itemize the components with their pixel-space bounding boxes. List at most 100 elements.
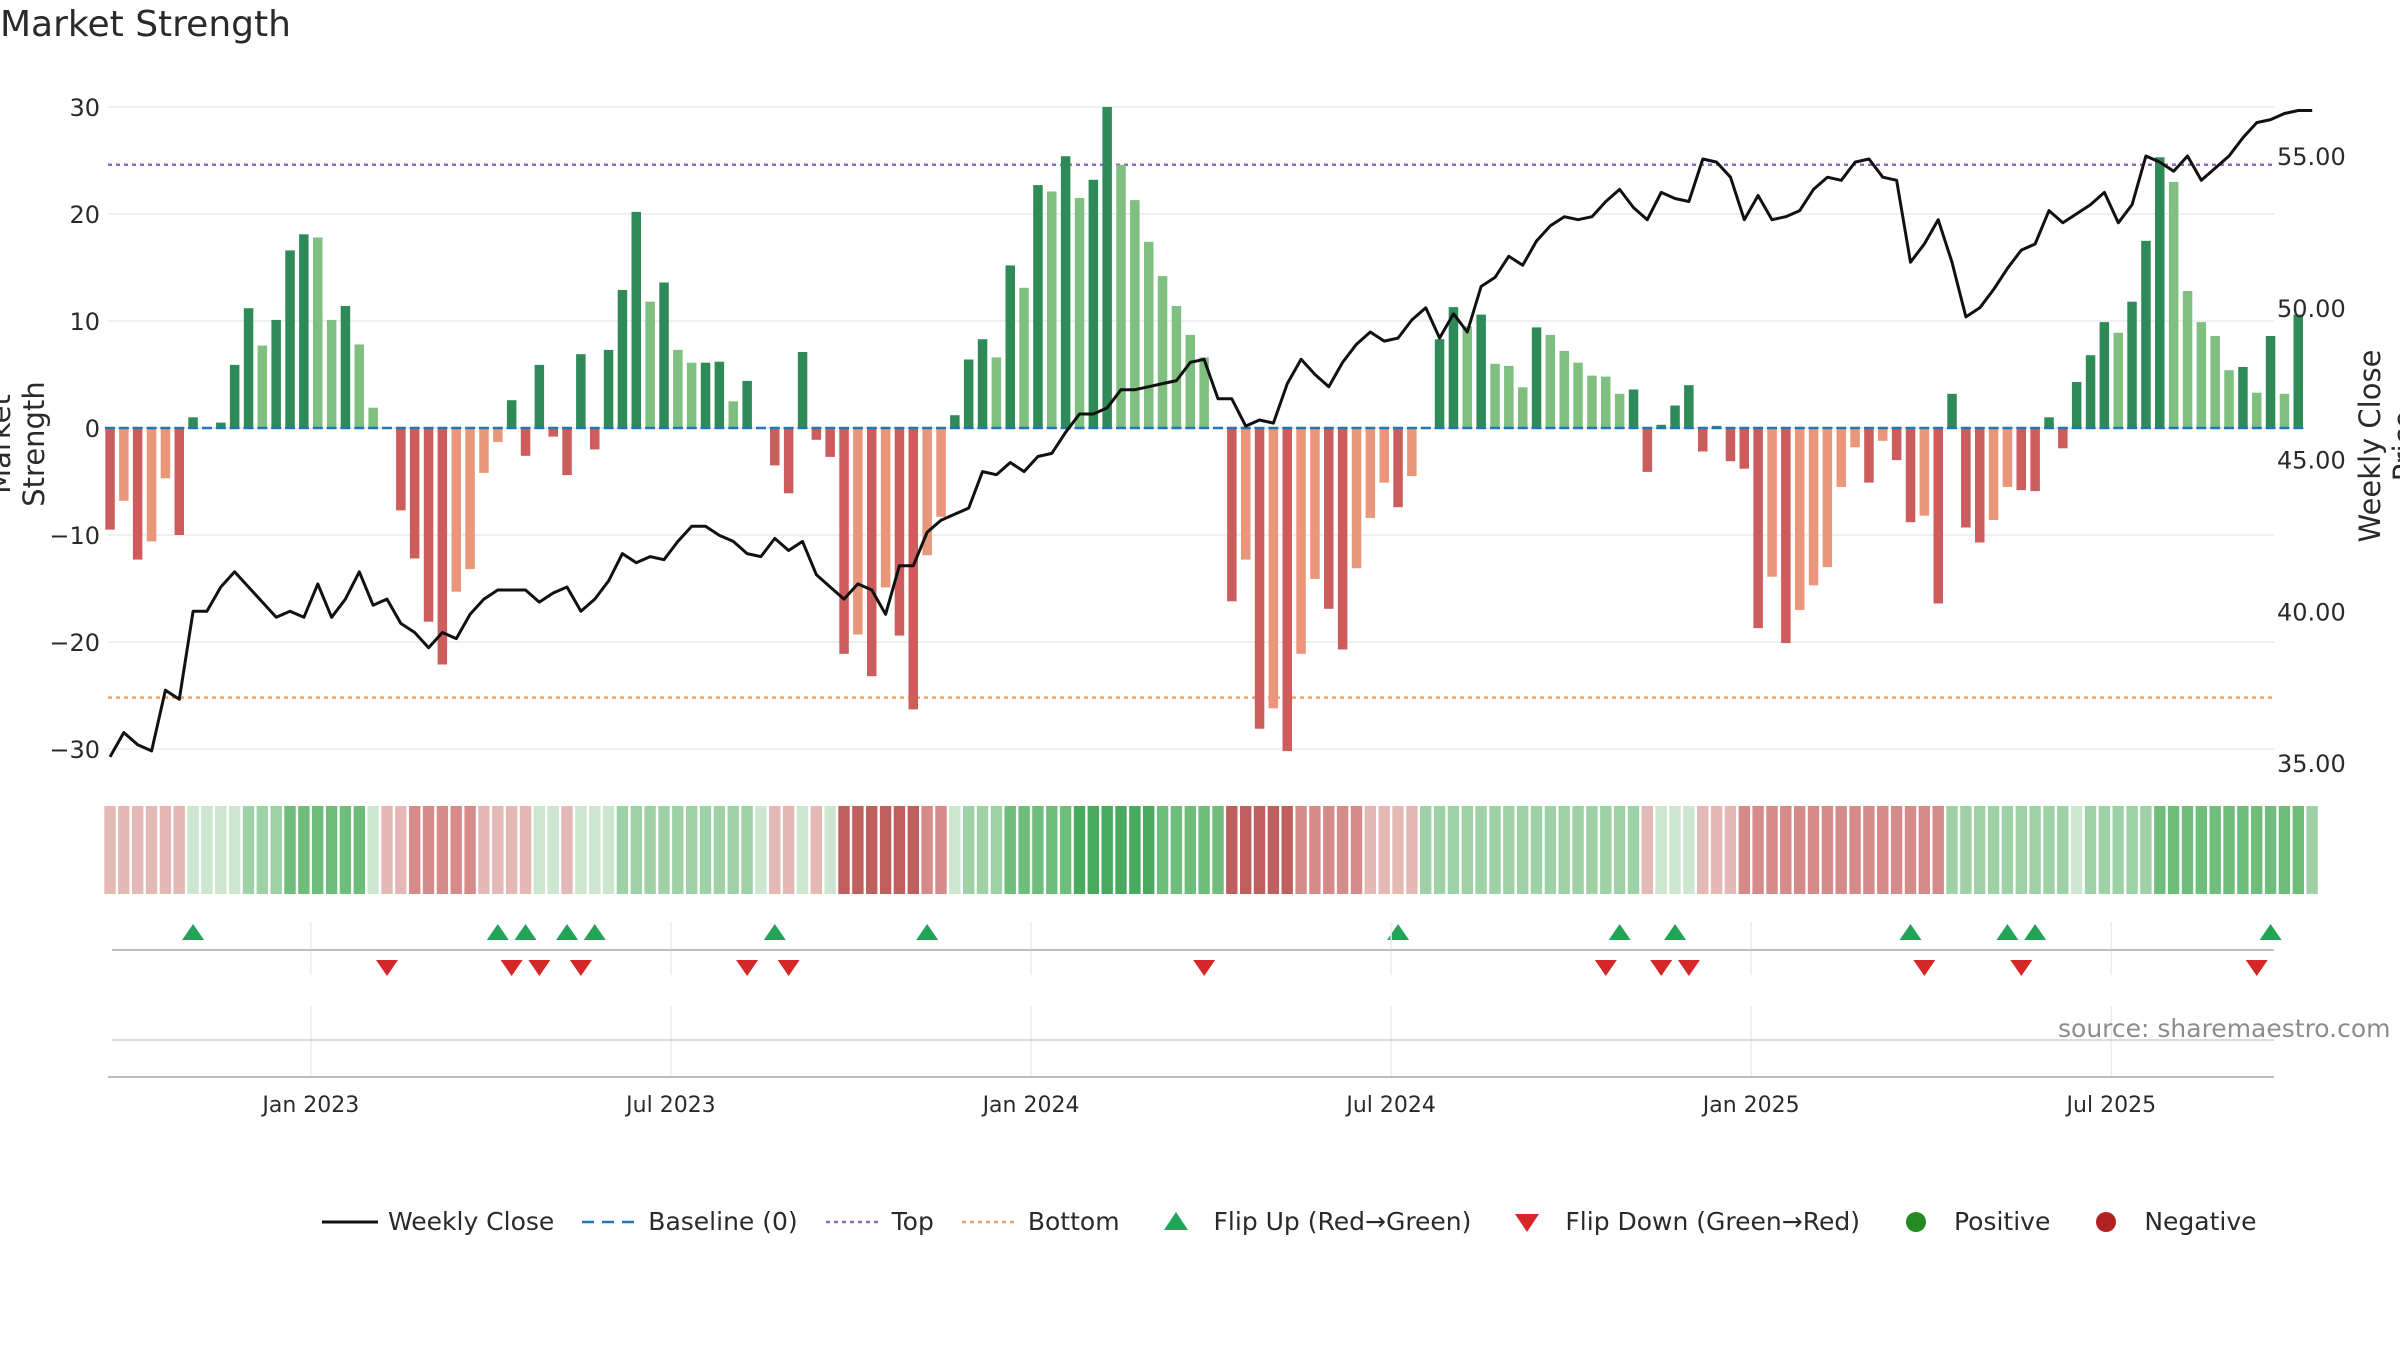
strength-bar (603, 349, 614, 428)
regime-cell (104, 806, 116, 894)
regime-cell (2209, 806, 2221, 894)
regime-cell (1613, 806, 1626, 894)
strength-bar (1878, 428, 1888, 441)
regime-cell (2264, 806, 2277, 894)
strength-bar (1656, 424, 1666, 428)
strength-bar (1670, 405, 1680, 428)
regime-cell (2278, 806, 2291, 894)
regime-cell (450, 806, 462, 894)
strength-bar (1060, 156, 1071, 428)
x-tick-label: Jan 2025 (1701, 1093, 1800, 1118)
legend-dotted-icon (960, 1208, 1020, 1236)
regime-cell (1724, 806, 1737, 894)
strength-bar (1351, 428, 1362, 569)
regime-cell (2223, 806, 2235, 894)
regime-cell (2195, 806, 2207, 894)
regime-cell (866, 806, 878, 894)
strength-bar (1947, 393, 1957, 428)
regime-cell (2237, 806, 2249, 894)
regime-cell (464, 806, 476, 894)
regime-cell (1558, 806, 1570, 894)
strength-bar (2252, 392, 2262, 428)
circle-icon (2076, 1208, 2136, 1236)
strength-bar (132, 428, 143, 560)
strength-bar (451, 428, 461, 592)
strength-bar (2238, 367, 2248, 428)
regime-cell (2140, 806, 2152, 894)
strength-bar (562, 428, 572, 476)
strength-bar (963, 359, 974, 428)
strength-bar (1642, 428, 1653, 472)
strength-bar (1753, 428, 1763, 629)
regime-cell (1461, 806, 1473, 894)
strength-bar (2210, 336, 2220, 428)
flip-down-marker (1913, 960, 1936, 976)
flip-up-marker (2024, 924, 2047, 940)
regime-cell (1752, 806, 1764, 894)
flip-up-marker (763, 924, 786, 940)
regime-cell (1974, 806, 1986, 894)
regime-cell (1960, 806, 1972, 894)
regime-cell (533, 806, 545, 894)
flip-down-marker (777, 960, 800, 976)
regime-cell (1655, 806, 1667, 894)
strength-bar (811, 428, 822, 440)
strength-bar (1199, 357, 1209, 428)
regime-cell (2251, 806, 2263, 894)
y-tick-label-right: 55.00 (2277, 143, 2346, 171)
regime-strip (104, 806, 2318, 894)
regime-cell (2292, 806, 2304, 894)
y-tick-label-left: −10 (49, 522, 100, 550)
regime-cell (1821, 806, 1834, 894)
regime-cell (1433, 806, 1446, 894)
strength-bar (1905, 428, 1916, 523)
regime-cell (2167, 806, 2180, 894)
legend-label: Weekly Close (388, 1207, 555, 1236)
strength-bar (1836, 428, 1846, 487)
regime-cell (2098, 806, 2111, 894)
regime-cell (367, 806, 379, 894)
chart-title: Market Strength (0, 4, 291, 45)
strength-bar (867, 428, 877, 677)
flip-down-marker (1193, 960, 1216, 976)
legend-dash-icon (580, 1208, 640, 1236)
strength-bar (659, 282, 669, 428)
strength-bar (1850, 428, 1860, 448)
regime-cell (1101, 806, 1113, 894)
strength-bar (783, 428, 794, 494)
strength-bar (1822, 428, 1833, 568)
regime-cell (575, 806, 587, 894)
regime-cell (422, 806, 435, 894)
legend-label: Negative (2144, 1207, 2257, 1236)
regime-cell (1392, 806, 1404, 894)
strength-bar (2002, 428, 2013, 487)
regime-cell (949, 806, 961, 894)
strength-bar (493, 428, 503, 442)
regime-cell (976, 806, 989, 894)
flip-up-marker (1608, 924, 1631, 940)
legend-item-flip-down: Flip Down (Green→Red) (1497, 1207, 1860, 1236)
regime-cell (1184, 806, 1196, 894)
strength-bar (1587, 375, 1597, 428)
strength-bar (839, 428, 849, 654)
strength-bar (299, 234, 309, 428)
regime-cell (270, 806, 282, 894)
flip-down-marker (1594, 960, 1617, 976)
regime-cell (1600, 806, 1612, 894)
strength-bar (2168, 181, 2179, 428)
regime-cell (1517, 806, 1529, 894)
regime-cell (1240, 806, 1252, 894)
regime-cell (1877, 806, 1889, 894)
strength-bar (1628, 389, 1639, 428)
strength-bar (174, 428, 184, 535)
regime-cell (1683, 806, 1695, 894)
legend-label: Bottom (1027, 1207, 1120, 1236)
strength-bar (285, 250, 295, 428)
regime-cell (1918, 806, 1930, 894)
regime-cell (242, 806, 255, 894)
regime-cell (1170, 806, 1183, 894)
strength-bar (1144, 241, 1154, 428)
strength-bar (1462, 326, 1472, 428)
left-tick-labels: 30 20 10 0 −10 −20 −30 (49, 94, 100, 764)
regime-cell (339, 806, 352, 894)
